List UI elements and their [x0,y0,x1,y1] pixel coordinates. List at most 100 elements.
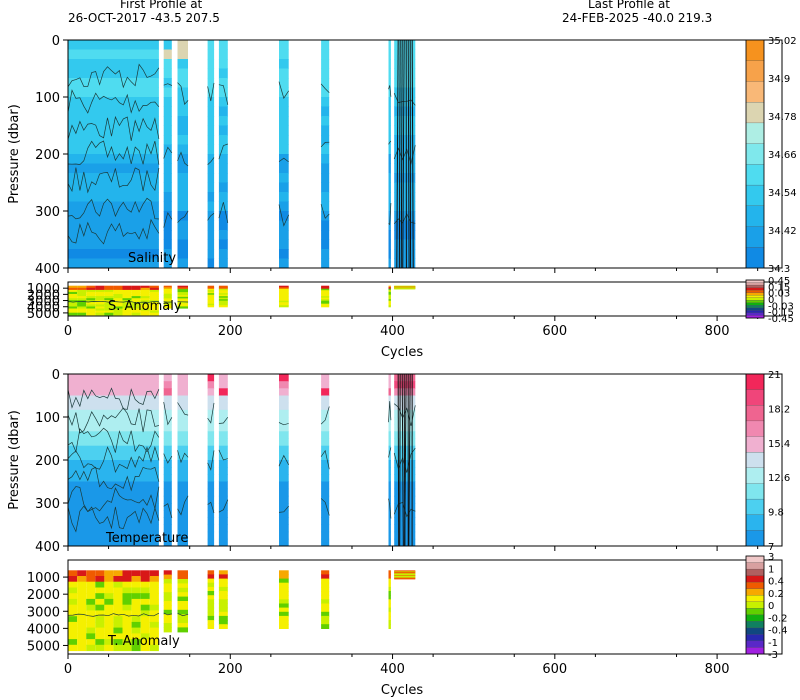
colorbar-swatch [745,530,765,547]
data-cell [95,587,105,594]
data-cell [388,291,391,294]
y-tick-label: 200 [35,454,60,469]
data-cell [218,297,228,300]
data-cell [163,495,172,504]
data-cell [122,604,132,611]
data-cell [104,581,114,588]
data-cell [95,285,105,289]
data-cell [321,192,330,202]
data-cell [68,163,159,174]
data-cell [68,538,159,547]
data-cell [177,402,188,411]
data-cell [68,135,159,145]
contour-line [408,373,411,547]
data-cell [321,135,330,145]
data-cell [122,296,132,299]
data-cell [388,467,391,475]
data-cell [279,135,289,145]
data-cell [177,290,188,293]
data-cell [279,607,289,613]
data-cell [321,503,330,511]
data-cell [321,293,330,296]
data-cell [321,144,330,155]
data-cell [279,452,289,461]
data-cell [68,312,78,316]
data-cell [279,211,289,221]
data-cell [68,517,159,525]
data-cell [86,598,96,606]
data-cell [131,306,141,310]
colorbar-swatch [745,289,765,294]
data-cell [68,395,159,404]
data-cell [388,287,391,290]
data-cell [321,595,330,600]
colorbar-swatch [745,647,765,655]
data-cell [95,621,105,629]
y-tick-label: 0 [52,34,60,49]
data-cell [388,607,391,613]
data-cell [394,40,416,50]
data-cell [207,599,215,605]
data-cell [207,481,215,490]
data-cell [131,296,141,299]
data-cell [68,570,78,577]
data-cell [149,593,159,600]
data-cell [177,627,188,633]
data-cell [68,296,78,299]
data-cell [68,302,78,305]
contour-line [320,498,330,516]
data-cell [177,374,188,382]
data-cell [68,59,159,69]
data-cell [68,230,159,240]
data-cell [163,97,172,107]
data-cell [177,388,188,396]
data-cell [163,192,172,202]
data-cell [113,633,123,640]
data-cell [321,381,330,389]
data-cell [177,173,188,183]
data-cell [177,601,188,606]
y-tick-label: 400 [35,540,60,555]
data-cell [163,460,172,468]
data-cell [218,173,228,183]
data-cell [207,106,215,117]
data-cell [388,438,391,447]
data-cell [68,593,78,600]
data-cell [113,644,123,652]
x-tick-label: 200 [218,324,243,339]
data-cell [207,288,215,291]
data-cell [122,581,132,588]
y-axis-label: Pressure (dbar) [7,104,22,204]
data-cell [218,381,228,389]
data-cell [122,610,132,617]
data-cell [77,593,87,600]
contour-line [218,143,228,160]
data-cell [279,624,289,629]
data-cell [207,287,215,290]
data-cell [388,417,391,425]
data-cell [388,531,391,540]
data-cell [113,639,123,646]
data-cell [388,303,391,306]
data-cell [321,611,330,617]
data-cell [163,285,172,288]
data-cell [388,445,391,454]
contour-line [67,486,160,512]
data-cell [388,211,391,221]
data-cell [388,599,391,605]
y-tick-label: 300 [35,497,60,512]
contour-line [320,141,330,148]
contour-line [207,157,215,166]
data-cell [218,517,228,525]
data-cell [177,87,188,98]
y-tick-label: 100 [35,411,60,426]
data-cell [95,627,105,634]
data-cell [177,409,188,418]
colorbar-tick-label: -0.45 [768,314,794,325]
data-cell [279,503,289,511]
data-cell [388,305,391,308]
data-cell [113,306,123,310]
data-cell [177,596,188,602]
